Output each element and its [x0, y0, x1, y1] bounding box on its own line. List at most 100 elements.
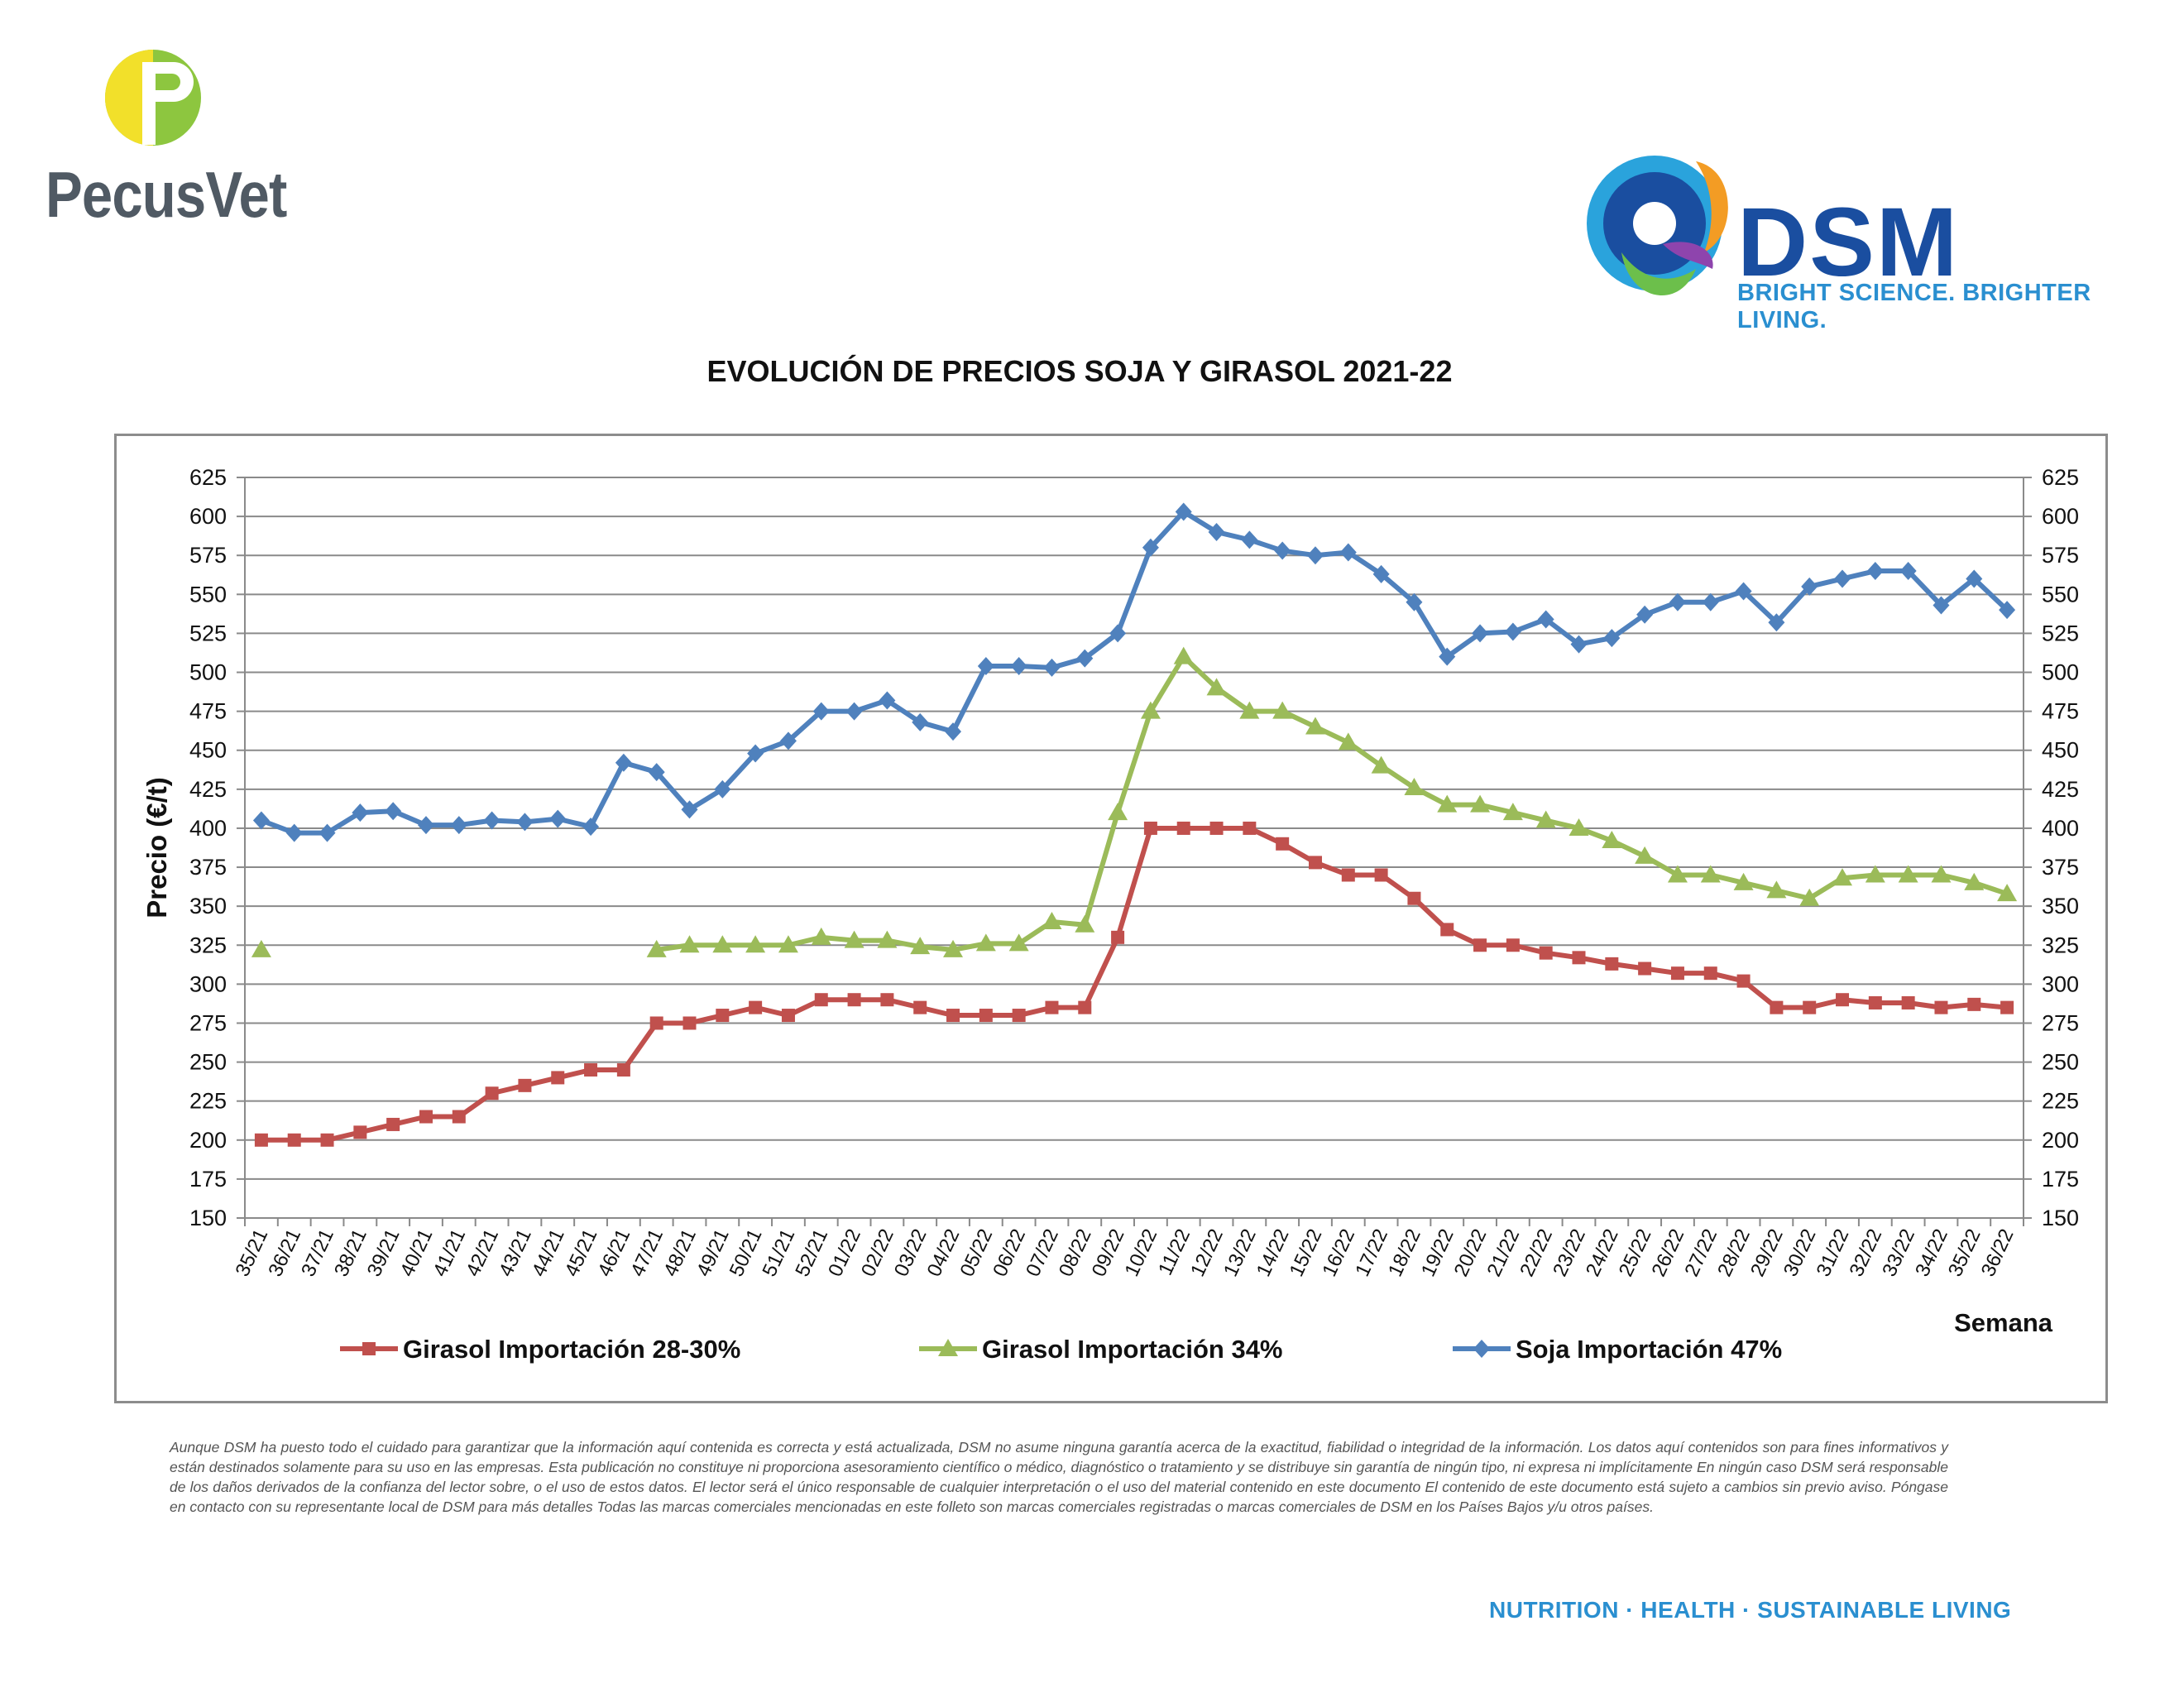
series-3-point [1274, 541, 1291, 560]
legend-swatch-marker [1473, 1340, 1490, 1358]
y-tick-label-left: 625 [189, 465, 227, 490]
footer-slogan: NUTRITION · HEALTH · SUSTAINABLE LIVING [1489, 1597, 2012, 1623]
series-3-point [417, 816, 434, 835]
series-2-point [1272, 701, 1293, 719]
series-3-point [1076, 649, 1094, 668]
series-1-point [1473, 938, 1487, 952]
series-1-point [518, 1078, 532, 1092]
y-tick-label-left: 450 [189, 738, 227, 763]
y-tick-label-right: 275 [2042, 1010, 2079, 1035]
series-1-point [1012, 1009, 1026, 1023]
series-3-point [1603, 629, 1621, 648]
y-tick-label-right: 450 [2042, 738, 2079, 763]
series-2-point [1140, 701, 1161, 719]
series-2-point [679, 935, 700, 953]
series-3-point [1504, 622, 1521, 641]
series-2-point [811, 927, 831, 945]
legend-label: Girasol Importación 28-30% [403, 1335, 740, 1364]
series-2-point [1173, 646, 1194, 664]
series-2-point [1832, 868, 1853, 886]
y-tick-label-right: 475 [2042, 699, 2079, 724]
series-2-point [745, 935, 766, 953]
series-3-point [648, 763, 665, 782]
series-3-point [812, 702, 830, 721]
series-2-point [1008, 933, 1029, 952]
legend-swatch-marker [362, 1342, 376, 1355]
y-tick-label-right: 525 [2042, 621, 2079, 645]
series-2-point [1997, 884, 2018, 902]
y-tick-label-right: 550 [2042, 582, 2079, 607]
y-tick-label-right: 400 [2042, 816, 2079, 841]
series-3-point [1570, 635, 1588, 654]
series-2-point [712, 935, 733, 953]
series-2-point [1865, 865, 1885, 883]
y-tick-label-left: 150 [189, 1206, 227, 1230]
y-tick-label-right: 250 [2042, 1050, 2079, 1075]
y-tick-label-right: 425 [2042, 777, 2079, 802]
series-1-point [452, 1110, 466, 1124]
series-1-point [1176, 821, 1190, 835]
series-3-point [1142, 538, 1159, 557]
series-1-point [1736, 974, 1751, 988]
series-3-point [1208, 522, 1225, 541]
series-2-point [646, 939, 667, 957]
series-1-point [616, 1063, 630, 1077]
y-tick-label-left: 250 [189, 1050, 227, 1075]
y-tick-label-left: 550 [189, 582, 227, 607]
series-1-point [946, 1009, 960, 1023]
series-1-point [1308, 856, 1322, 870]
series-1-point [913, 1000, 927, 1014]
series-1-point [485, 1086, 499, 1101]
series-1-point [2000, 1000, 2014, 1014]
series-3-point [1933, 596, 1950, 615]
y-tick-label-left: 475 [189, 699, 227, 724]
series-3-point [582, 818, 600, 837]
series-3-point [483, 811, 500, 830]
series-1-point [1341, 868, 1355, 882]
series-2-point [1931, 865, 1952, 883]
series-1-point [1209, 821, 1224, 835]
series-1-point [254, 1133, 268, 1147]
series-3-point [1999, 601, 2016, 620]
y-tick-label-left: 575 [189, 543, 227, 568]
dsm-wordmark: DSM [1737, 188, 1960, 297]
series-3-point [615, 753, 632, 772]
series-1-point [1770, 1000, 1784, 1014]
series-3-point [977, 656, 994, 675]
series-3-point [1175, 502, 1192, 521]
series-1-point [1703, 966, 1717, 981]
y-tick-label-left: 200 [189, 1128, 227, 1153]
x-axis-label: Semana [1954, 1308, 2053, 1337]
y-tick-label-right: 200 [2042, 1128, 2079, 1153]
series-3-point [1669, 592, 1686, 611]
disclaimer-text: Aunque DSM ha puesto todo el cuidado par… [170, 1439, 1948, 1515]
series-3-point [252, 811, 270, 830]
series-2-point [1239, 701, 1260, 719]
series-3-point [1043, 658, 1061, 677]
series-2-point [1535, 810, 1556, 828]
pecusvet-wordmark: PecusVet [46, 158, 287, 231]
series-3-point [1834, 569, 1851, 588]
series-3-point [1537, 610, 1554, 629]
series-2-point [1799, 888, 1820, 906]
y-tick-label-right: 625 [2042, 465, 2079, 490]
dsm-logo [1587, 156, 1728, 296]
series-1-point [649, 1016, 663, 1030]
series-1-point [716, 1009, 730, 1023]
y-tick-label-right: 575 [2042, 543, 2079, 568]
series-3-point [1241, 530, 1258, 549]
series-2-point [1964, 872, 1985, 890]
y-tick-label-left: 500 [189, 660, 227, 685]
series-1-point [1572, 951, 1586, 965]
series-2-point [877, 930, 898, 948]
y-tick-label-right: 175 [2042, 1167, 2079, 1192]
series-3-point [845, 702, 863, 721]
y-tick-label-right: 225 [2042, 1089, 2079, 1114]
series-3-point [945, 722, 962, 741]
series-3-point [747, 744, 764, 763]
series-1-point [682, 1016, 697, 1030]
series-2-point [1206, 678, 1227, 696]
series-1-point [1506, 938, 1520, 952]
y-tick-label-right: 500 [2042, 660, 2079, 685]
y-tick-label-left: 175 [189, 1167, 227, 1192]
